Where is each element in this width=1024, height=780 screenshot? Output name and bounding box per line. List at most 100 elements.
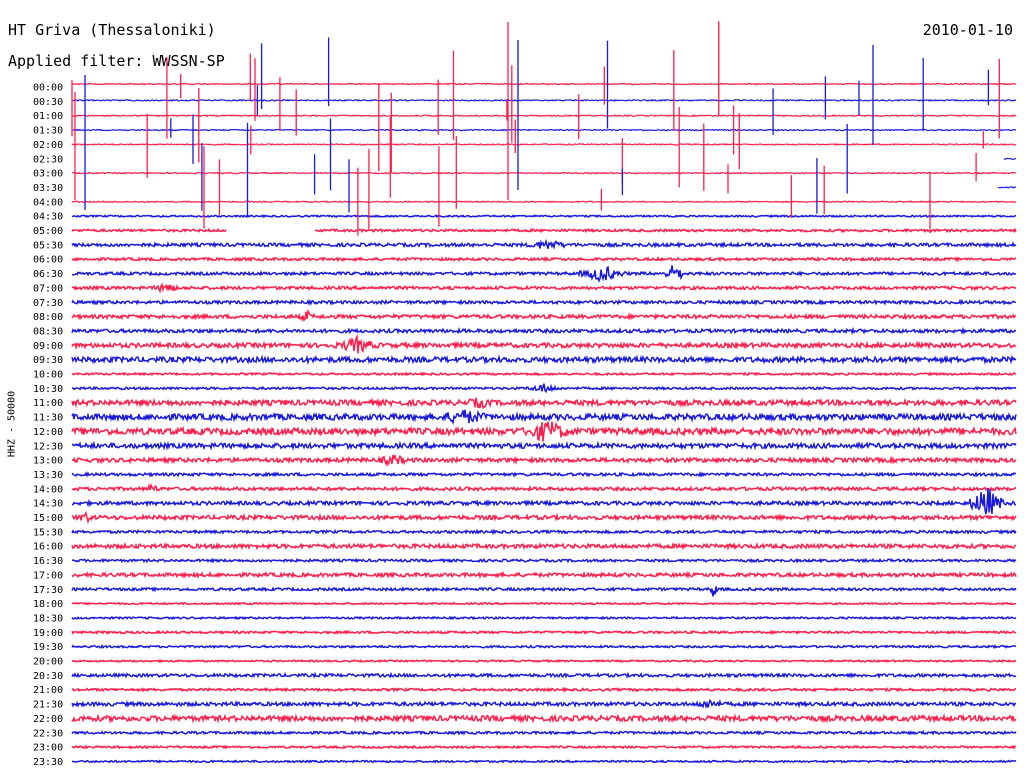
trace-line	[71, 326, 1017, 335]
trace-line	[71, 383, 1017, 394]
trace-line	[71, 409, 1017, 426]
row-label: 20:00	[33, 657, 63, 668]
row-label: 18:30	[33, 613, 63, 624]
row-label: 08:30	[33, 326, 63, 337]
row-label: 06:00	[33, 255, 63, 266]
trace-line	[71, 713, 1017, 724]
trace-line	[71, 142, 1017, 146]
row-label: 18:00	[33, 599, 63, 610]
trace-line	[71, 487, 1017, 515]
row-label: 05:30	[33, 240, 63, 251]
trace-line	[71, 371, 1017, 377]
row-label: 09:30	[33, 355, 63, 366]
trace-line	[71, 98, 1017, 102]
row-label: 03:30	[33, 183, 63, 194]
date-label: 2010-01-10	[922, 21, 1013, 39]
trace-line	[71, 557, 1017, 564]
trace-line	[71, 440, 1017, 451]
trace-line	[71, 658, 1017, 664]
trace-line	[71, 282, 1017, 294]
row-label: 09:00	[33, 341, 63, 352]
trace-line	[71, 265, 1017, 283]
row-label: 12:30	[33, 441, 63, 452]
row-label: 14:00	[33, 484, 63, 495]
trace-line	[71, 644, 1017, 650]
trace-line	[71, 586, 1017, 597]
trace-line	[71, 114, 1017, 118]
row-label: 19:30	[33, 642, 63, 653]
trace-line	[71, 470, 1017, 478]
row-label: 21:00	[33, 685, 63, 696]
trace-line	[72, 214, 1017, 219]
row-label: 01:30	[33, 126, 63, 137]
trace-line	[71, 671, 1017, 679]
row-label: 08:00	[33, 312, 63, 323]
trace-line	[1003, 157, 1017, 160]
row-label: 15:30	[33, 527, 63, 538]
trace-line	[997, 186, 1017, 189]
trace-line	[71, 128, 1017, 132]
row-label: 07:30	[33, 298, 63, 309]
trace-line	[71, 171, 1017, 175]
row-label: 01:00	[33, 111, 63, 122]
row-label: 22:30	[33, 728, 63, 739]
trace-line	[71, 397, 1017, 410]
row-label: 02:30	[33, 154, 63, 165]
trace-line	[71, 541, 1017, 551]
row-label: 21:30	[33, 700, 63, 711]
trace-line	[71, 615, 1017, 621]
row-label: 10:30	[33, 384, 63, 395]
row-label: 04:00	[33, 197, 63, 208]
row-label: 17:30	[33, 585, 63, 596]
trace-line	[71, 698, 1017, 709]
trace-line	[71, 729, 1017, 736]
station-title: HT Griva (Thessaloniki)	[8, 21, 216, 39]
row-label: 23:00	[33, 743, 63, 754]
trace-line	[71, 309, 1017, 322]
row-label: 13:30	[33, 470, 63, 481]
row-label: 00:00	[33, 83, 63, 94]
trace-line	[71, 453, 1017, 467]
trace-line	[71, 510, 1017, 525]
row-label: 05:00	[33, 226, 63, 237]
row-label: 16:00	[33, 542, 63, 553]
row-label: 23:30	[33, 757, 63, 768]
trace-line	[71, 744, 1017, 750]
row-label: 16:30	[33, 556, 63, 567]
trace-line	[71, 686, 1017, 693]
trace-line	[71, 421, 1017, 442]
row-label: 11:00	[33, 398, 63, 409]
row-label: 13:00	[33, 456, 63, 467]
row-label: 15:00	[33, 513, 63, 524]
trace-line	[71, 256, 1017, 263]
trace-line	[71, 82, 1017, 86]
trace-line	[71, 200, 1017, 204]
row-label: 11:30	[33, 413, 63, 424]
row-label: 14:30	[33, 499, 63, 510]
row-label: 03:00	[33, 169, 63, 180]
trace-line	[71, 298, 1017, 306]
row-label: 04:30	[33, 212, 63, 223]
trace-line	[71, 528, 1017, 536]
row-label: 19:00	[33, 628, 63, 639]
trace-line	[71, 601, 1017, 606]
row-label: 02:00	[33, 140, 63, 151]
trace-line	[72, 759, 1017, 764]
trace-line	[71, 238, 1017, 250]
trace-line	[71, 333, 1017, 354]
trace-line	[71, 354, 1017, 366]
row-label: 20:30	[33, 671, 63, 682]
row-label: 10:00	[33, 370, 63, 381]
row-label: 17:00	[33, 570, 63, 581]
trace-line	[71, 482, 1017, 493]
trace-line	[71, 629, 1017, 635]
trace-line	[71, 227, 1017, 234]
row-label: 06:30	[33, 269, 63, 280]
row-label: 12:00	[33, 427, 63, 438]
filter-label: Applied filter: WWSSN-SP	[8, 52, 225, 70]
row-label: 00:30	[33, 97, 63, 108]
row-label: 22:00	[33, 714, 63, 725]
row-label: 07:00	[33, 283, 63, 294]
